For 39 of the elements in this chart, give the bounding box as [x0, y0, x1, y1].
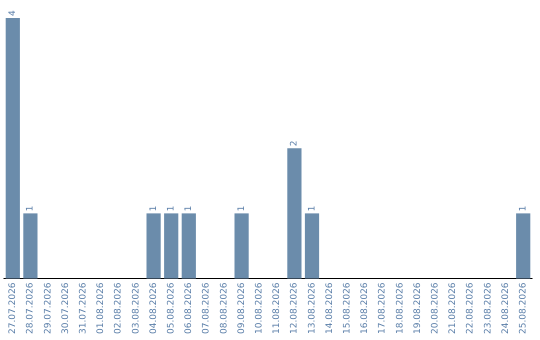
data-label: 2: [290, 140, 300, 146]
x-tick-label: 14.08.2026: [324, 282, 335, 334]
x-tick-label: 31.07.2026: [78, 282, 89, 334]
x-tick-label: 02.08.2026: [114, 282, 124, 334]
x-tick-label: 11.08.2026: [272, 282, 282, 334]
x-tick-label: 30.07.2026: [60, 282, 71, 334]
x-tick-label: 27.07.2026: [8, 282, 18, 334]
data-label: 1: [236, 206, 247, 212]
x-tick-label: 01.08.2026: [96, 282, 106, 334]
x-tick-label: 21.08.2026: [448, 282, 458, 334]
data-label: 1: [166, 206, 177, 212]
x-tick-label: 17.08.2026: [378, 282, 388, 334]
x-tick-label: 22.08.2026: [466, 282, 476, 334]
x-tick-label: 24.08.2026: [500, 282, 511, 334]
x-tick-label: 13.08.2026: [307, 282, 318, 334]
x-tick-label: 10.08.2026: [254, 282, 265, 334]
x-tick-label: 07.08.2026: [202, 282, 212, 334]
data-label: 1: [184, 206, 194, 212]
x-tick-label: 09.08.2026: [236, 282, 247, 334]
x-tick-label: 25.08.2026: [518, 282, 529, 334]
x-tick-label: 29.07.2026: [43, 282, 54, 334]
x-tick-label: 16.08.2026: [360, 282, 370, 334]
x-tick-label: 04.08.2026: [148, 282, 159, 334]
x-tick-label: 05.08.2026: [166, 282, 177, 334]
x-tick-label: 12.08.2026: [290, 282, 300, 334]
data-label: 1: [518, 206, 529, 212]
x-tick-label: 28.07.2026: [26, 282, 36, 334]
data-label: 1: [26, 206, 36, 212]
x-tick-label: 18.08.2026: [395, 282, 406, 334]
data-label: 4: [8, 10, 18, 16]
x-tick-label: 03.08.2026: [131, 282, 142, 334]
data-label: 1: [148, 206, 159, 212]
x-tick-label: 15.08.2026: [342, 282, 353, 334]
x-tick-label: 19.08.2026: [412, 282, 423, 334]
x-tick-label: 06.08.2026: [184, 282, 194, 334]
x-tick-label: 23.08.2026: [483, 282, 494, 334]
data-label: 1: [307, 206, 318, 212]
x-tick-label: 20.08.2026: [430, 282, 441, 334]
x-tick-label: 08.08.2026: [219, 282, 230, 334]
